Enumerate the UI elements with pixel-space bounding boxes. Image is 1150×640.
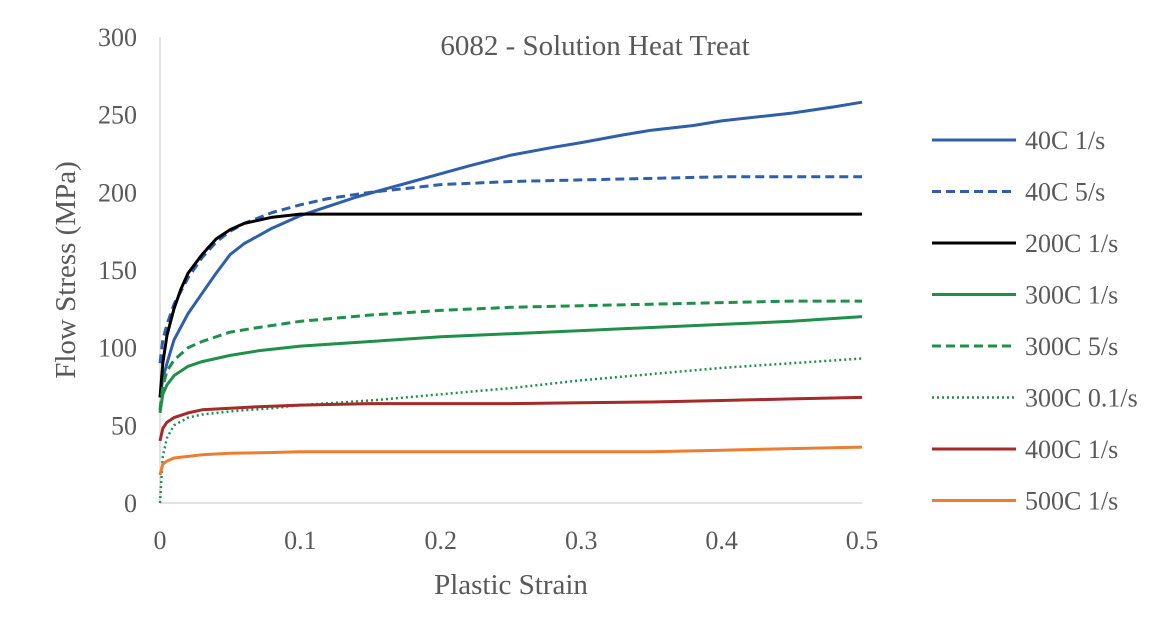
- x-tick-label: 0.3: [565, 526, 598, 555]
- series-line-3: [158, 212, 862, 398]
- y-tick-label: 250: [98, 101, 137, 130]
- x-axis-label: Plastic Strain: [434, 569, 588, 601]
- chart-title: 6082 - Solution Heat Treat: [440, 30, 749, 62]
- legend-label: 400C 1/s: [1025, 435, 1118, 464]
- y-tick-label: 50: [111, 411, 137, 440]
- y-tick-label: 200: [98, 178, 137, 207]
- series-line-1: [158, 100, 863, 398]
- x-tick-label: 0.5: [846, 526, 879, 555]
- y-axis: 0 50 100 150 200 250 300: [98, 23, 137, 518]
- x-tick-label: 0: [154, 526, 167, 555]
- y-tick-label: 150: [98, 256, 137, 285]
- x-axis: 0 0.1 0.2 0.3 0.4 0.5: [154, 526, 879, 555]
- legend-item: 500C 1/s: [932, 487, 1118, 516]
- legend-item: 400C 1/s: [932, 435, 1118, 464]
- legend-label: 500C 1/s: [1025, 487, 1118, 516]
- legend-item: 300C 1/s: [932, 281, 1118, 310]
- legend-item: 40C 5/s: [932, 178, 1105, 207]
- legend-label: 40C 1/s: [1025, 126, 1105, 155]
- x-tick-label: 0.2: [425, 526, 458, 555]
- y-tick-label: 0: [124, 489, 137, 518]
- legend-label: 40C 5/s: [1025, 178, 1105, 207]
- legend-label: 300C 0.1/s: [1025, 384, 1138, 413]
- x-tick-label: 0.1: [284, 526, 317, 555]
- y-tick-label: 300: [98, 23, 137, 52]
- legend-label: 300C 1/s: [1025, 281, 1118, 310]
- plot-area: [158, 100, 863, 504]
- legend-label: 200C 1/s: [1025, 229, 1118, 258]
- series-line-8: [158, 445, 863, 476]
- series-line-4: [158, 315, 863, 414]
- x-tick-label: 0.4: [705, 526, 738, 555]
- legend-item: 40C 1/s: [932, 126, 1105, 155]
- legend-label: 300C 5/s: [1025, 332, 1118, 361]
- legend-item: 300C 0.1/s: [932, 384, 1138, 413]
- legend-item: 200C 1/s: [932, 229, 1118, 258]
- y-axis-label: Flow Stress (MPa): [50, 161, 82, 379]
- y-tick-label: 100: [98, 334, 137, 363]
- series-line-5: [158, 299, 862, 410]
- series-line-7: [158, 395, 863, 442]
- legend-item: 300C 5/s: [932, 332, 1118, 361]
- series-line-6: [158, 357, 863, 504]
- series-line-2: [158, 175, 862, 364]
- legend: 40C 1/s 40C 5/s 200C 1/s 300C 1/s 300C 5/s 30…: [932, 126, 1138, 516]
